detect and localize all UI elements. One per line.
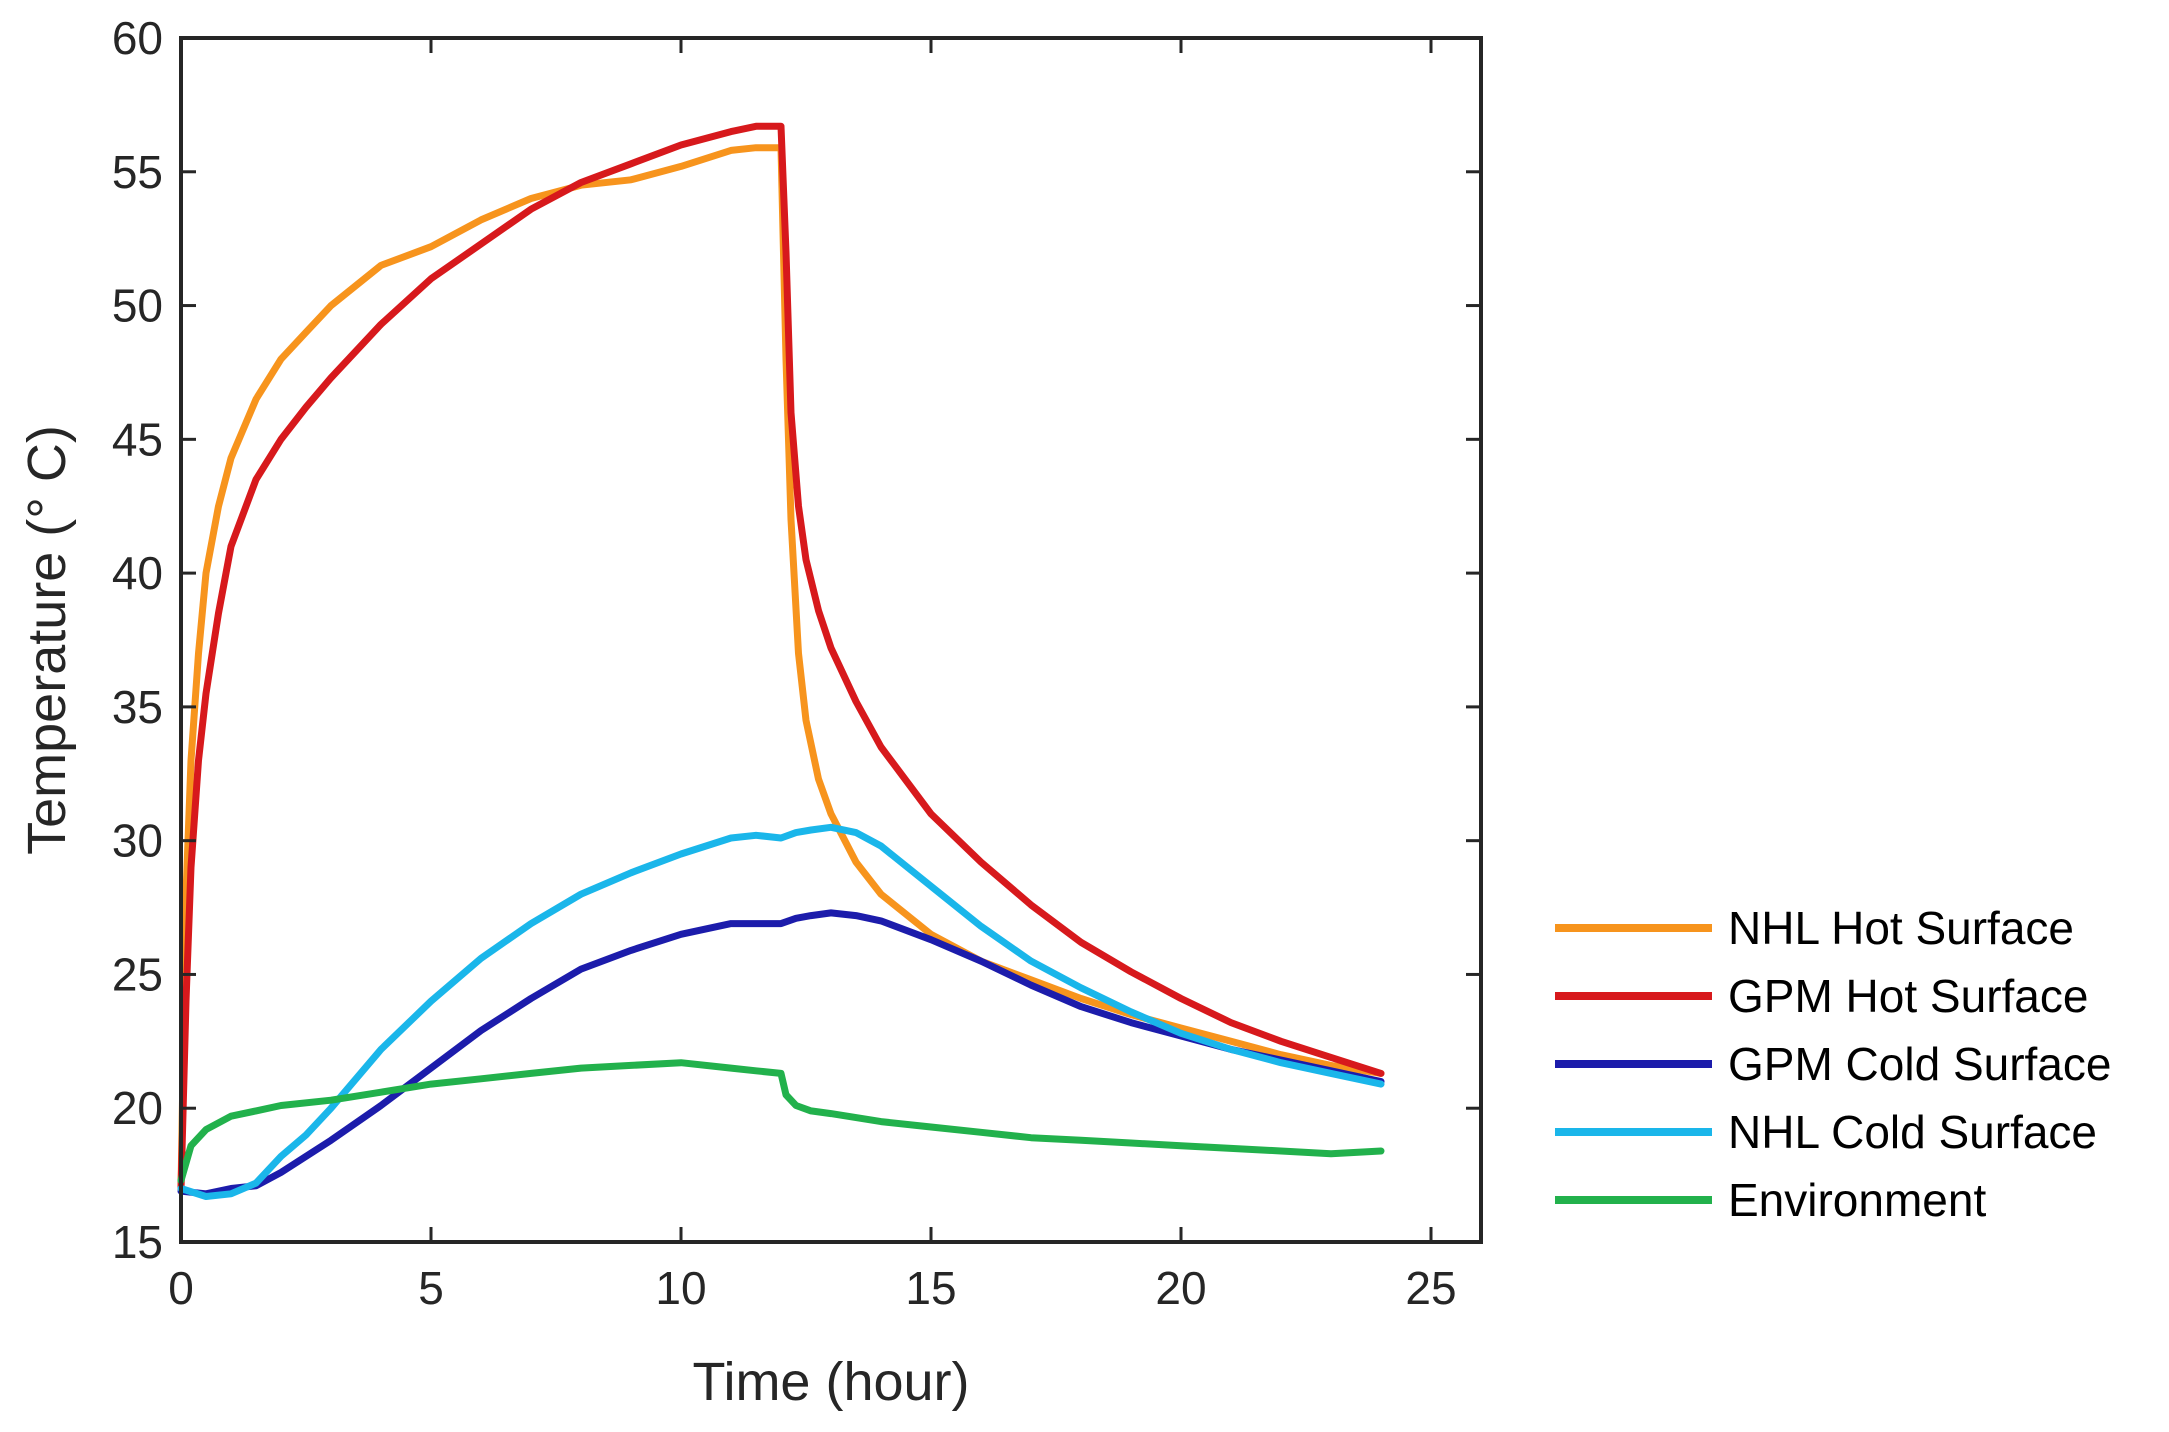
y-tick-label: 25 [112,948,163,1000]
x-tick-label: 5 [418,1262,444,1314]
x-axis-label: Time (hour) [692,1352,969,1412]
y-axis-label: Temperature (° C) [17,425,77,855]
series-line-gpm-cold-surface [177,909,1385,1198]
y-tick-label: 60 [112,12,163,64]
legend-label: NHL Hot Surface [1728,902,2074,954]
y-tick-label: 55 [112,146,163,198]
legend-label: GPM Hot Surface [1728,970,2088,1022]
y-tick-label: 30 [112,815,163,867]
x-tick-label: 0 [168,1262,194,1314]
x-tick-label: 25 [1405,1262,1456,1314]
series-layer [177,122,1385,1200]
series-line-environment [177,1059,1385,1184]
legend: NHL Hot Surface GPM Hot Surface GPM Cold S… [1555,902,2111,1226]
y-tick-label: 35 [112,681,163,733]
x-tick-label: 10 [655,1262,706,1314]
series-line-gpm-hot-surface [177,122,1385,1192]
y-tick-label: 15 [112,1216,163,1268]
series-line-nhl-cold-surface [177,823,1385,1200]
x-tick-label: 20 [1155,1262,1206,1314]
y-tick-label: 40 [112,547,163,599]
series-line-nhl-hot-surface [177,144,1385,1192]
legend-label: GPM Cold Surface [1728,1038,2111,1090]
legend-label: NHL Cold Surface [1728,1106,2097,1158]
y-tick-label: 20 [112,1082,163,1134]
axis-ticks: 0 5 10 15 20 25 15 20 25 30 35 40 45 50 55 60 [112,12,1481,1314]
plot-area-frame [179,36,1483,1244]
y-tick-label: 45 [112,413,163,465]
legend-label: Environment [1728,1174,1986,1226]
x-tick-label: 15 [905,1262,956,1314]
y-tick-label: 50 [112,280,163,332]
